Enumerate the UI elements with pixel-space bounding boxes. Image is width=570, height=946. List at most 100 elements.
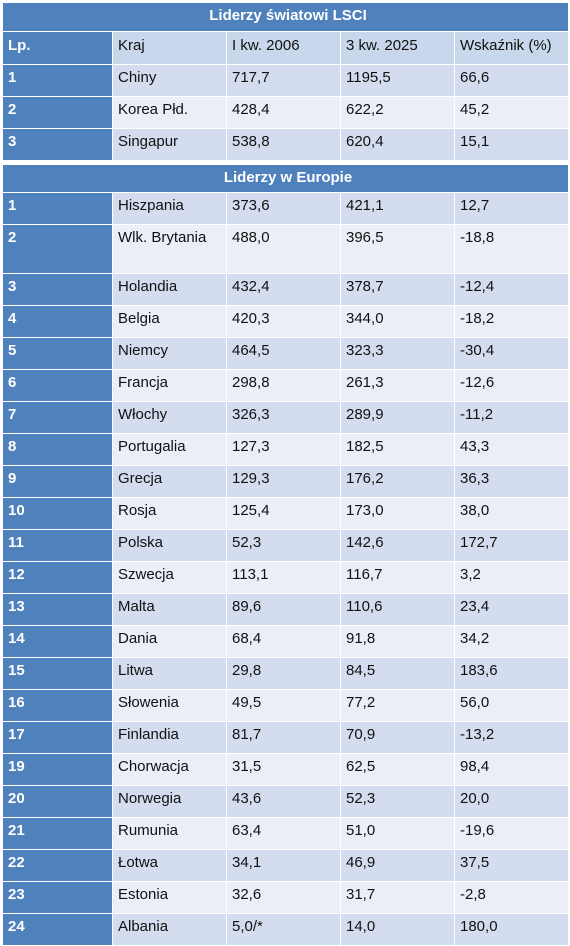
table-row: 24 Albania 5,0/* 14,0 180,0 <box>2 913 570 946</box>
table-row: 21 Rumunia 63,4 51,0 -19,6 <box>2 817 570 850</box>
cell-q3-2025: 116,7 <box>340 561 455 594</box>
table-row: 14 Dania 68,4 91,8 34,2 <box>2 625 570 658</box>
cell-q3-2025: 176,2 <box>340 465 455 498</box>
table-row: 17 Finlandia 81,7 70,9 -13,2 <box>2 721 570 754</box>
cell-index: 37,5 <box>453 849 570 882</box>
cell-q3-2025: 396,5 <box>340 224 455 274</box>
cell-rank: 2 <box>2 96 113 129</box>
cell-index: 172,7 <box>453 529 570 562</box>
header-q1-2006: I kw. 2006 <box>226 31 341 65</box>
cell-q1-2006: 125,4 <box>226 497 341 530</box>
cell-q1-2006: 68,4 <box>226 625 341 658</box>
cell-q1-2006: 326,3 <box>226 401 341 434</box>
table-row: 1 Chiny 717,7 1195,5 66,6 <box>2 64 570 97</box>
cell-index: 23,4 <box>453 593 570 626</box>
cell-index: 20,0 <box>453 785 570 818</box>
table-row: 11 Polska 52,3 142,6 172,7 <box>2 529 570 562</box>
cell-country: Grecja <box>112 465 227 498</box>
cell-index: 3,2 <box>453 561 570 594</box>
cell-q1-2006: 49,5 <box>226 689 341 722</box>
cell-index: 45,2 <box>453 96 570 129</box>
cell-q1-2006: 32,6 <box>226 881 341 914</box>
cell-index: -12,4 <box>453 273 570 306</box>
table-row: 5 Niemcy 464,5 323,3 -30,4 <box>2 337 570 370</box>
cell-index: 34,2 <box>453 625 570 658</box>
cell-q3-2025: 110,6 <box>340 593 455 626</box>
cell-rank: 17 <box>2 721 113 754</box>
cell-country: Szwecja <box>112 561 227 594</box>
cell-index: -2,8 <box>453 881 570 914</box>
cell-country: Norwegia <box>112 785 227 818</box>
table-row: 2 Wlk. Brytania 488,0 396,5 -18,8 <box>2 224 570 274</box>
cell-country: Wlk. Brytania <box>112 224 227 274</box>
cell-rank: 23 <box>2 881 113 914</box>
cell-rank: 1 <box>2 192 113 225</box>
cell-country: Niemcy <box>112 337 227 370</box>
world-title: Liderzy światowi LSCI <box>1 2 570 32</box>
cell-country: Belgia <box>112 305 227 338</box>
cell-q1-2006: 432,4 <box>226 273 341 306</box>
cell-index: 98,4 <box>453 753 570 786</box>
cell-country: Holandia <box>112 273 227 306</box>
cell-rank: 19 <box>2 753 113 786</box>
cell-rank: 8 <box>2 433 113 466</box>
header-row: Lp. Kraj I kw. 2006 3 kw. 2025 Wskaźnik … <box>2 31 570 65</box>
cell-index: 38,0 <box>453 497 570 530</box>
cell-rank: 9 <box>2 465 113 498</box>
cell-q3-2025: 622,2 <box>340 96 455 129</box>
cell-country: Rosja <box>112 497 227 530</box>
cell-rank: 20 <box>2 785 113 818</box>
europe-title: Liderzy w Europie <box>1 164 570 193</box>
cell-country: Chorwacja <box>112 753 227 786</box>
cell-q3-2025: 84,5 <box>340 657 455 690</box>
europe-title-row: Liderzy w Europie <box>1 164 570 193</box>
cell-index: 56,0 <box>453 689 570 722</box>
cell-rank: 5 <box>2 337 113 370</box>
cell-country: Singapur <box>112 128 227 161</box>
table-row: 23 Estonia 32,6 31,7 -2,8 <box>2 881 570 914</box>
cell-q3-2025: 1195,5 <box>340 64 455 97</box>
cell-country: Hiszpania <box>112 192 227 225</box>
cell-country: Malta <box>112 593 227 626</box>
cell-q3-2025: 173,0 <box>340 497 455 530</box>
cell-q3-2025: 261,3 <box>340 369 455 402</box>
cell-index: 15,1 <box>453 128 570 161</box>
cell-rank: 22 <box>2 849 113 882</box>
cell-q1-2006: 63,4 <box>226 817 341 850</box>
cell-country: Włochy <box>112 401 227 434</box>
cell-index: -19,6 <box>453 817 570 850</box>
cell-q3-2025: 31,7 <box>340 881 455 914</box>
cell-rank: 1 <box>2 64 113 97</box>
cell-q3-2025: 289,9 <box>340 401 455 434</box>
cell-country: Albania <box>112 913 227 946</box>
cell-q1-2006: 538,8 <box>226 128 341 161</box>
cell-q1-2006: 129,3 <box>226 465 341 498</box>
cell-q1-2006: 113,1 <box>226 561 341 594</box>
cell-rank: 13 <box>2 593 113 626</box>
cell-q1-2006: 81,7 <box>226 721 341 754</box>
table-row: 10 Rosja 125,4 173,0 38,0 <box>2 497 570 530</box>
cell-q1-2006: 717,7 <box>226 64 341 97</box>
table-row: 3 Singapur 538,8 620,4 15,1 <box>2 128 570 161</box>
cell-q3-2025: 77,2 <box>340 689 455 722</box>
table-row: 15 Litwa 29,8 84,5 183,6 <box>2 657 570 690</box>
cell-index: 36,3 <box>453 465 570 498</box>
cell-q3-2025: 378,7 <box>340 273 455 306</box>
cell-rank: 3 <box>2 273 113 306</box>
cell-country: Chiny <box>112 64 227 97</box>
table-row: 2 Korea Płd. 428,4 622,2 45,2 <box>2 96 570 129</box>
cell-q1-2006: 298,8 <box>226 369 341 402</box>
table-row: 22 Łotwa 34,1 46,9 37,5 <box>2 849 570 882</box>
cell-country: Portugalia <box>112 433 227 466</box>
cell-q1-2006: 428,4 <box>226 96 341 129</box>
cell-country: Finlandia <box>112 721 227 754</box>
cell-q3-2025: 344,0 <box>340 305 455 338</box>
cell-q1-2006: 31,5 <box>226 753 341 786</box>
cell-q1-2006: 52,3 <box>226 529 341 562</box>
cell-q3-2025: 323,3 <box>340 337 455 370</box>
cell-country: Rumunia <box>112 817 227 850</box>
header-q3-2025: 3 kw. 2025 <box>340 31 455 65</box>
cell-q1-2006: 89,6 <box>226 593 341 626</box>
cell-country: Słowenia <box>112 689 227 722</box>
